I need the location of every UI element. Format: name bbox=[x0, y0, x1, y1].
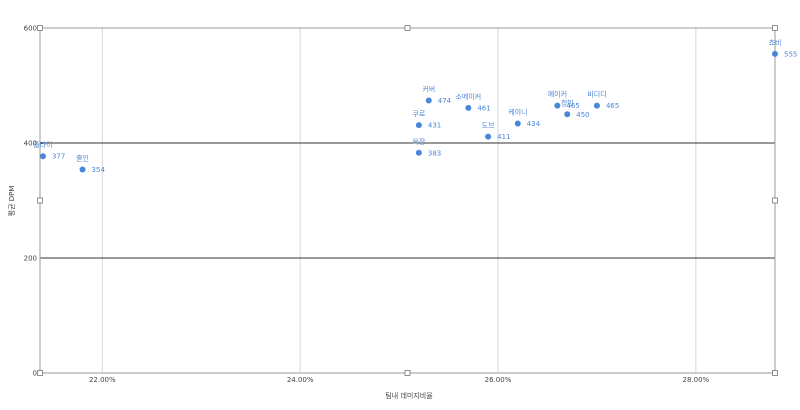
x-tick-label: 24.00% bbox=[287, 376, 314, 384]
point-name-label: 쿠로 bbox=[412, 110, 425, 118]
data-point bbox=[564, 111, 571, 118]
x-tick-label: 26.00% bbox=[485, 376, 512, 384]
point-value-label: 431 bbox=[428, 122, 441, 130]
grid bbox=[40, 27, 775, 373]
resize-handle[interactable] bbox=[772, 25, 778, 31]
point-value-label: 383 bbox=[428, 149, 441, 157]
x-tick-label: 28.00% bbox=[683, 376, 710, 384]
data-point bbox=[415, 122, 422, 129]
point-value-label: 555 bbox=[784, 50, 797, 58]
plot-frame bbox=[39, 27, 776, 374]
resize-handle[interactable] bbox=[37, 25, 43, 31]
y-tick-label: 600 bbox=[24, 25, 37, 33]
point-name-label: 커버 bbox=[422, 84, 435, 93]
data-point bbox=[415, 149, 422, 156]
data-point bbox=[593, 102, 600, 109]
resize-handle[interactable] bbox=[37, 370, 43, 376]
point-name-label: 플라이 bbox=[33, 140, 52, 149]
data-point bbox=[425, 97, 432, 104]
point-name-label: 도브 bbox=[482, 122, 495, 130]
y-axis-title: 평균 DPM bbox=[7, 186, 16, 217]
data-point bbox=[514, 120, 521, 127]
point-name-label: 케이니 bbox=[508, 107, 527, 116]
point-value-label: 377 bbox=[52, 153, 65, 161]
x-axis-title: 팀내 데미지비율 bbox=[385, 391, 433, 400]
axes: 22.00% 24.00% 26.00% 28.00% 0 200 400 600 bbox=[24, 25, 776, 384]
data-point bbox=[554, 102, 561, 109]
resize-handle[interactable] bbox=[772, 370, 778, 376]
y-tick-label: 0 bbox=[33, 370, 37, 378]
point-value-label: 461 bbox=[477, 104, 490, 112]
y-tick-label: 200 bbox=[24, 255, 37, 263]
point-value-label: 354 bbox=[92, 166, 106, 174]
point-name-label: 페이커 bbox=[548, 90, 567, 99]
data-point bbox=[79, 166, 86, 173]
point-value-label: 411 bbox=[497, 133, 510, 141]
point-name-label: 소메이커 bbox=[455, 92, 481, 101]
point-value-label: 434 bbox=[527, 120, 541, 128]
resize-handle[interactable] bbox=[404, 25, 411, 31]
data-point bbox=[465, 104, 472, 111]
point-value-label: 465 bbox=[566, 102, 579, 110]
point-name-label: 정민 bbox=[561, 98, 574, 107]
data-point bbox=[772, 50, 778, 57]
point-value-label: 450 bbox=[576, 111, 589, 119]
y-tick-label: 400 bbox=[24, 140, 37, 148]
selection-handles[interactable] bbox=[37, 25, 778, 376]
resize-handle[interactable] bbox=[37, 197, 43, 204]
point-name-label: 비디디 bbox=[587, 90, 606, 99]
point-value-label: 465 bbox=[606, 102, 619, 110]
resize-handle[interactable] bbox=[404, 370, 411, 376]
point-value-label: 474 bbox=[438, 97, 452, 105]
data-point bbox=[485, 133, 492, 140]
point-name-label: 욱장 bbox=[412, 137, 425, 146]
point-name-label: 줄인 bbox=[76, 153, 89, 162]
resize-handle[interactable] bbox=[772, 197, 778, 204]
point-name-label: 쵸비 bbox=[769, 38, 782, 47]
x-tick-label: 22.00% bbox=[89, 376, 116, 384]
data-point bbox=[39, 153, 46, 160]
